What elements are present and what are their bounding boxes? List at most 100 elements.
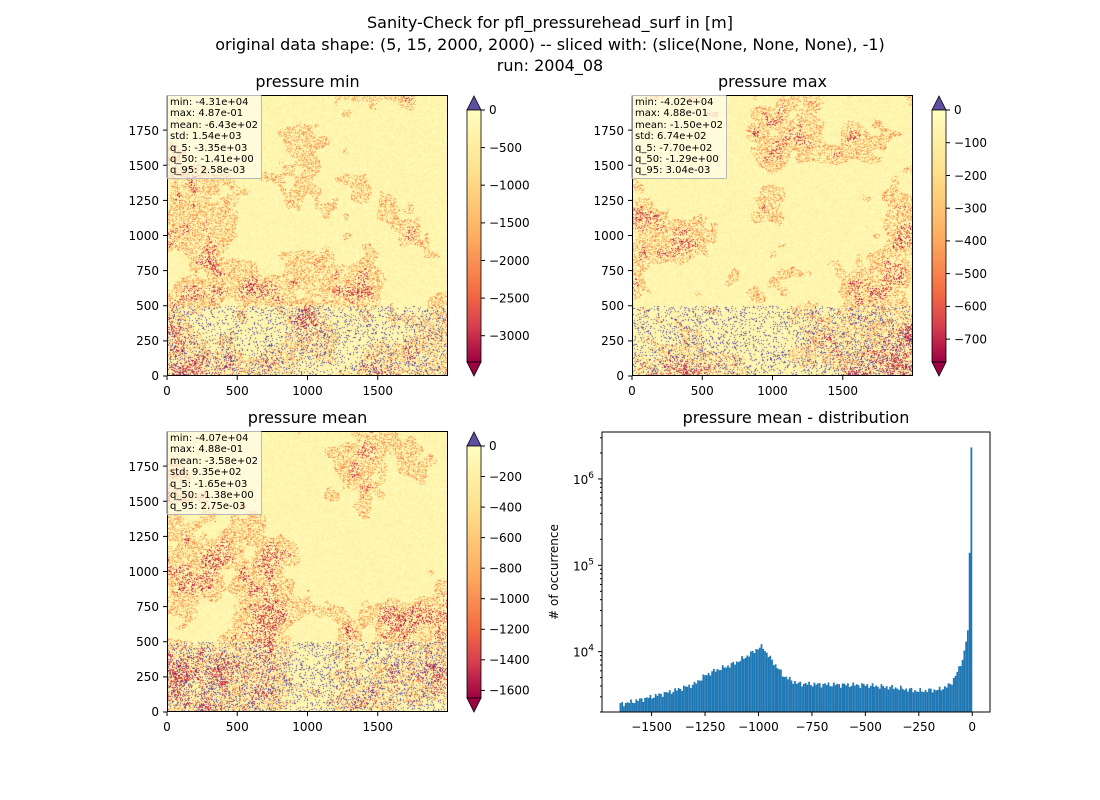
colorbar-extend-min — [931, 361, 947, 377]
cbar-tick-label: 0 — [489, 439, 497, 453]
histogram-bar — [914, 690, 916, 712]
heatmap-axes: 0 500 1000 1500 0 250 500 750 1000 1250 … — [128, 95, 530, 398]
histogram-bar — [898, 689, 900, 712]
stat-q5: q_5: -7.70e+02 — [635, 142, 713, 154]
histogram-bar — [848, 686, 851, 712]
histogram-bar — [788, 676, 791, 712]
stat-q5: q_5: -1.65e+03 — [170, 478, 248, 490]
histogram-bar — [644, 697, 646, 712]
histogram-bar — [831, 686, 833, 712]
y-tick-label: 1250 — [128, 194, 159, 208]
y-tick-label: 1750 — [593, 124, 624, 138]
stats-box: min: -4.31e+04 max: 4.87e-01 mean: -6.43… — [166, 95, 263, 179]
histogram-bar — [854, 685, 856, 712]
y-tick-label: 1000 — [128, 229, 159, 243]
cbar-tick-label: 0 — [489, 103, 497, 117]
cbar-tick-label: −600 — [489, 531, 522, 545]
stat-min: min: -4.31e+04 — [170, 97, 249, 108]
histogram-bar — [751, 650, 754, 712]
stat-q95: q_95: 2.58e-03 — [170, 165, 246, 177]
x-tick-label: 1000 — [757, 384, 788, 398]
histogram-bar — [693, 681, 696, 712]
histogram-bar — [811, 686, 814, 712]
histogram-bar — [970, 447, 973, 712]
stat-std: std: 6.74e+02 — [635, 131, 707, 143]
x-tick-label: 1000 — [292, 384, 323, 398]
histogram-bar — [868, 687, 870, 712]
cbar-tick-label: −100 — [954, 136, 987, 150]
stats-box: min: -4.02e+04 max: 4.88e-01 mean: -1.50… — [631, 95, 728, 179]
histogram-bar — [804, 682, 807, 712]
histogram-bar — [765, 652, 768, 712]
y-tick-label: 500 — [601, 299, 624, 313]
histogram-bar — [801, 686, 803, 712]
panel-title: pressure mean - distribution — [682, 408, 910, 427]
stat-max: max: 4.87e-01 — [170, 108, 244, 120]
histogram-bar — [774, 664, 777, 712]
histogram-bar — [748, 656, 751, 712]
histogram-bar — [704, 675, 706, 712]
x-axis: −1500 −1250 −1000 −750 −500 −250 0 — [631, 712, 976, 734]
x-axis: 0 500 1000 1500 — [163, 376, 393, 398]
cbar-tick-label: −200 — [954, 169, 987, 183]
histogram-bar — [847, 683, 849, 712]
histogram-bar — [619, 703, 622, 712]
histogram-bar — [730, 662, 733, 712]
histogram-bar — [781, 676, 784, 712]
cbar-tick-label: −1600 — [489, 684, 530, 698]
histogram-bar — [723, 667, 726, 712]
cbar-tick-label: −400 — [489, 501, 522, 515]
x-tick-label: 500 — [691, 384, 714, 398]
colorbar: 0 −100 −200 −300 −400 −500 −600 −700 — [931, 95, 987, 377]
cbar-tick-label: −1400 — [489, 653, 530, 667]
histogram-bar — [790, 680, 793, 712]
y-axis-label: # of occurrence — [547, 524, 561, 620]
histogram-bar — [732, 661, 735, 712]
histogram-bar — [873, 686, 876, 712]
histogram-bar — [735, 661, 738, 712]
histogram-bar — [642, 701, 645, 712]
histogram-bar — [718, 670, 721, 712]
histogram-bar — [896, 688, 899, 712]
y-tick-label: 0 — [151, 705, 159, 719]
histogram-bar — [637, 700, 639, 712]
y-tick-label: 750 — [136, 264, 159, 278]
stat-q50: q_50: -1.29e+00 — [635, 154, 719, 166]
histogram-bar — [882, 686, 885, 712]
histogram-bar — [875, 685, 878, 712]
histogram-bar — [963, 650, 966, 712]
histogram-bar — [795, 683, 798, 712]
y-tick-label: 250 — [136, 334, 159, 348]
histogram-bar — [935, 690, 937, 712]
histogram-bar — [922, 691, 925, 712]
y-tick-label: 1250 — [128, 530, 159, 544]
histogram-bar — [907, 691, 909, 712]
histogram-bar — [894, 687, 897, 712]
histogram-bar — [725, 667, 728, 712]
y-tick-label: 1500 — [128, 495, 159, 509]
histogram-bar — [663, 692, 666, 712]
histogram-bar — [727, 665, 729, 712]
stat-q95: q_95: 2.75e-03 — [170, 501, 246, 513]
histogram-bar — [690, 687, 692, 712]
cbar-tick-label: −600 — [954, 300, 987, 314]
cbar-tick-label: −800 — [489, 562, 522, 576]
histogram-bar — [621, 702, 624, 712]
histogram-bar — [952, 678, 955, 712]
histogram-bar — [683, 685, 685, 712]
histogram-bar — [746, 655, 749, 712]
histogram-bar — [630, 699, 632, 712]
histogram-bar — [705, 675, 708, 712]
stat-max: max: 4.88e-01 — [635, 108, 709, 120]
histogram-bar — [624, 703, 627, 712]
histogram-bar — [931, 692, 934, 712]
cbar-tick-label: −1000 — [489, 179, 530, 193]
histogram-bar — [855, 684, 858, 712]
y-tick-label: 105 — [573, 557, 594, 573]
histogram-bar — [753, 653, 756, 712]
histogram-bar — [968, 552, 971, 712]
histogram-bar — [760, 644, 763, 712]
plot-frame — [167, 95, 448, 376]
histogram-bar — [901, 688, 904, 712]
histogram-bar — [866, 684, 869, 712]
